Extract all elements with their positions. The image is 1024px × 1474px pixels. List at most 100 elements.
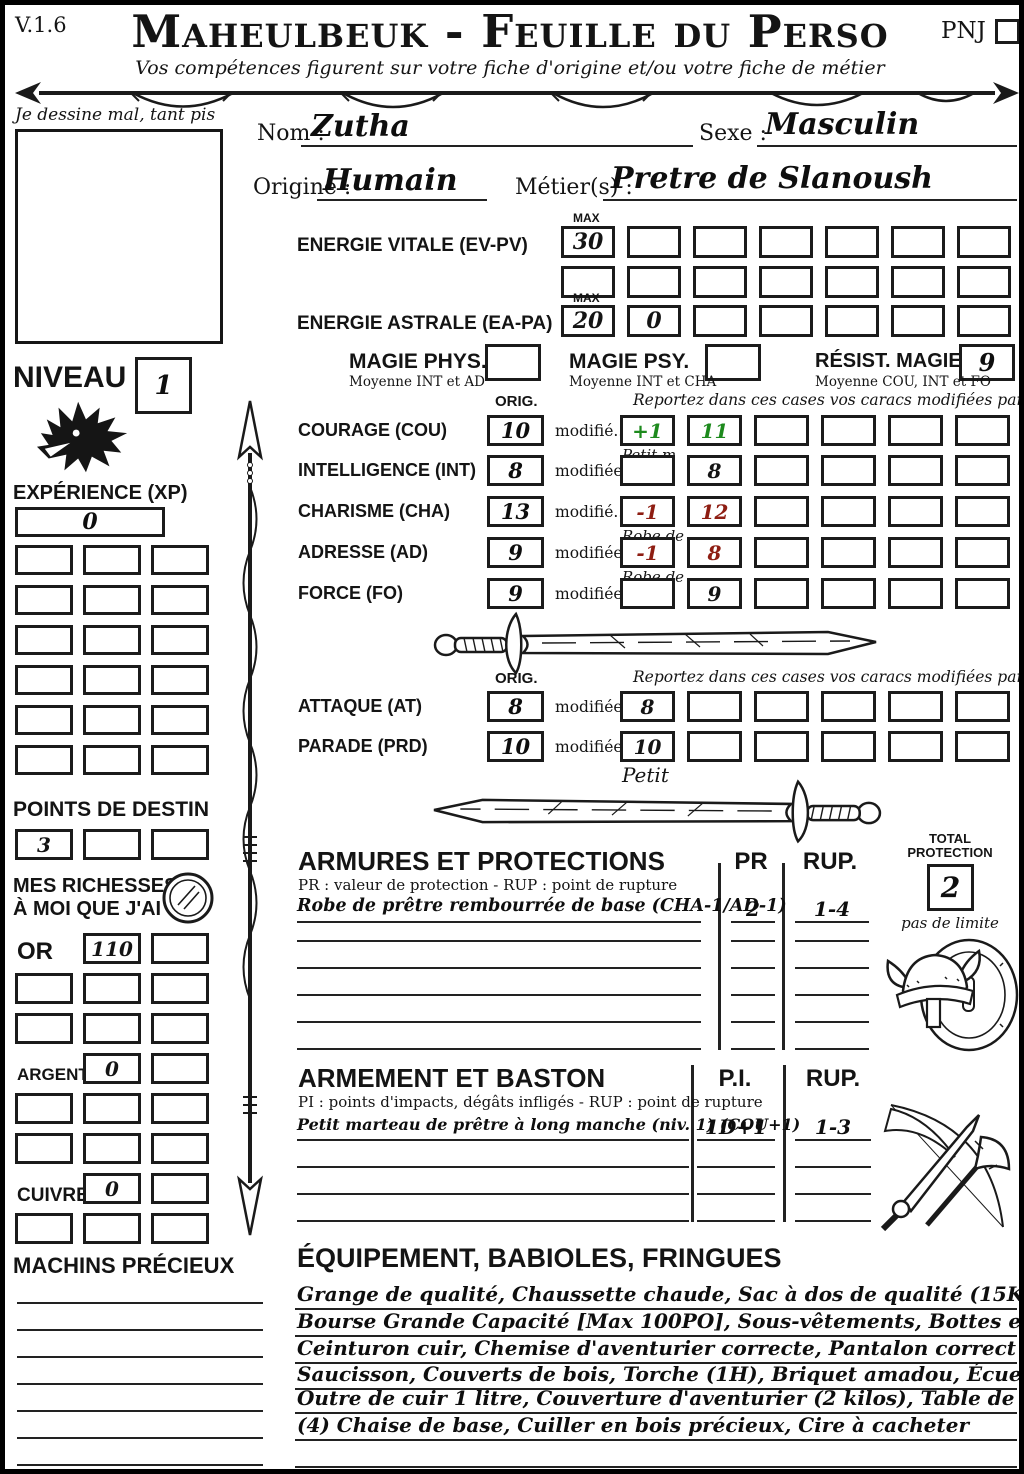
stat-mod2-box[interactable]: 8 — [687, 537, 742, 568]
machins-line[interactable] — [17, 1303, 263, 1331]
stat-mod-box[interactable] — [687, 731, 742, 762]
stat-mod-box[interactable] — [955, 691, 1010, 722]
argent-box[interactable] — [15, 1093, 73, 1124]
argent-box[interactable] — [83, 1133, 141, 1164]
xp-track-box[interactable] — [15, 665, 73, 695]
equipment-line[interactable]: Saucisson, Couverts de bois, Torche (1H)… — [295, 1361, 1019, 1390]
weapon-row-pi[interactable] — [697, 1193, 775, 1222]
ea-box[interactable] — [957, 305, 1011, 337]
xp-box[interactable]: 0 — [15, 507, 165, 537]
stat-orig-box[interactable]: 9 — [487, 537, 544, 568]
ea-box[interactable] — [825, 305, 879, 337]
ev-box[interactable] — [627, 266, 681, 298]
stat-mod1-box[interactable]: -1 — [620, 496, 675, 527]
stat-mod-box[interactable] — [754, 496, 809, 527]
armor-row-pr[interactable] — [731, 994, 775, 1023]
weapon-row-pi[interactable]: 1D+1 — [697, 1112, 775, 1141]
equipment-line[interactable]: (4) Chaise de base, Cuiller en bois préc… — [295, 1412, 1017, 1441]
origine-line[interactable] — [317, 175, 487, 201]
stat-mod2-box[interactable]: 12 — [687, 496, 742, 527]
ev-box[interactable] — [891, 226, 945, 258]
niveau-box[interactable]: 1 — [135, 357, 192, 414]
stat-mod-box[interactable] — [821, 496, 876, 527]
armor-row-rup[interactable] — [795, 967, 869, 996]
ev-box[interactable] — [561, 266, 615, 298]
ea-box[interactable] — [891, 305, 945, 337]
stat-orig-box[interactable]: 10 — [487, 731, 544, 762]
stat-mod-box[interactable] — [888, 455, 943, 486]
magie-phys-box[interactable] — [485, 344, 541, 381]
weapon-row-rup[interactable] — [795, 1166, 871, 1195]
or-box[interactable] — [15, 973, 73, 1004]
total-protection-box[interactable]: 2 — [927, 864, 974, 911]
stat-mod-box[interactable] — [888, 415, 943, 446]
xp-track-box[interactable] — [151, 705, 209, 735]
cuivre-box[interactable] — [83, 1213, 141, 1244]
xp-track-box[interactable] — [83, 585, 141, 615]
xp-track-box[interactable] — [83, 625, 141, 655]
stat-mod-box[interactable] — [821, 537, 876, 568]
equipment-line[interactable]: Outre de cuir 1 litre, Couverture d'aven… — [295, 1385, 1019, 1414]
xp-track-box[interactable] — [83, 665, 141, 695]
resist-magie-box[interactable]: 9 — [959, 344, 1015, 381]
stat-mod-box[interactable] — [955, 731, 1010, 762]
machins-line[interactable] — [17, 1411, 263, 1439]
ev-box[interactable] — [693, 266, 747, 298]
ev-box[interactable] — [957, 266, 1011, 298]
stat-orig-box[interactable]: 9 — [487, 578, 544, 609]
equipment-line[interactable]: Bourse Grande Capacité [Max 100PO], Sous… — [295, 1308, 1019, 1337]
xp-track-box[interactable] — [151, 585, 209, 615]
armor-row-rup[interactable] — [795, 994, 869, 1023]
weapon-row-name[interactable]: Petit marteau de prêtre à long manche (n… — [297, 1112, 800, 1141]
xp-track-box[interactable] — [151, 545, 209, 575]
xp-track-box[interactable] — [151, 745, 209, 775]
armor-row-rup[interactable]: 1-4 — [795, 894, 869, 923]
sexe-line[interactable] — [757, 121, 1017, 147]
weapon-row-name[interactable] — [297, 1193, 689, 1222]
stat-mod1-box[interactable] — [620, 578, 675, 609]
armor-row-rup[interactable] — [795, 940, 869, 969]
stat-mod-box[interactable] — [888, 537, 943, 568]
stat-mod-box[interactable] — [955, 537, 1010, 568]
armor-row-pr[interactable] — [731, 1021, 775, 1050]
stat-orig-box[interactable]: 8 — [487, 691, 544, 722]
stat-mod-box[interactable] — [821, 691, 876, 722]
stat-orig-box[interactable]: 13 — [487, 496, 544, 527]
armor-row-name[interactable] — [297, 1021, 701, 1050]
magie-psy-box[interactable] — [705, 344, 761, 381]
cuivre-box[interactable]: 0 — [83, 1173, 141, 1204]
ea-current-box[interactable]: 0 — [627, 305, 681, 337]
armor-row-name[interactable]: Robe de prêtre rembourrée de base (CHA-1… — [297, 894, 787, 923]
ea-box[interactable] — [693, 305, 747, 337]
weapon-row-rup[interactable]: 1-3 — [795, 1112, 871, 1141]
ev-box[interactable] — [825, 266, 879, 298]
armor-row-pr[interactable] — [731, 913, 775, 942]
or-box[interactable] — [151, 933, 209, 964]
ev-box[interactable] — [825, 226, 879, 258]
armor-row-pr[interactable]: 2 — [731, 894, 775, 923]
machins-line[interactable] — [17, 1384, 263, 1412]
argent-box[interactable] — [151, 1133, 209, 1164]
or-box[interactable] — [83, 973, 141, 1004]
stat-mod-box[interactable] — [955, 578, 1010, 609]
pnj-checkbox[interactable] — [995, 19, 1019, 44]
stat-mod-box[interactable] — [888, 578, 943, 609]
armor-row-pr[interactable] — [731, 940, 775, 969]
xp-track-box[interactable] — [151, 625, 209, 655]
armor-row-pr[interactable] — [731, 967, 775, 996]
portrait-box[interactable] — [15, 129, 223, 344]
equipment-line[interactable]: Grange de qualité, Chaussette chaude, Sa… — [295, 1281, 1019, 1310]
stat-mod2-box[interactable]: 9 — [687, 578, 742, 609]
machins-line[interactable] — [17, 1438, 263, 1466]
ev-box[interactable] — [759, 226, 813, 258]
stat-mod1-box[interactable] — [620, 455, 675, 486]
weapon-row-name[interactable] — [297, 1139, 689, 1168]
stat-mod-box[interactable] — [754, 415, 809, 446]
or-box[interactable] — [15, 1013, 73, 1044]
armor-row-name[interactable] — [297, 994, 701, 1023]
stat-mod-box[interactable] — [888, 691, 943, 722]
stat-mod1-box[interactable]: +1 — [620, 415, 675, 446]
stat-mod-box[interactable] — [821, 731, 876, 762]
ea-box[interactable] — [759, 305, 813, 337]
xp-track-box[interactable] — [15, 625, 73, 655]
